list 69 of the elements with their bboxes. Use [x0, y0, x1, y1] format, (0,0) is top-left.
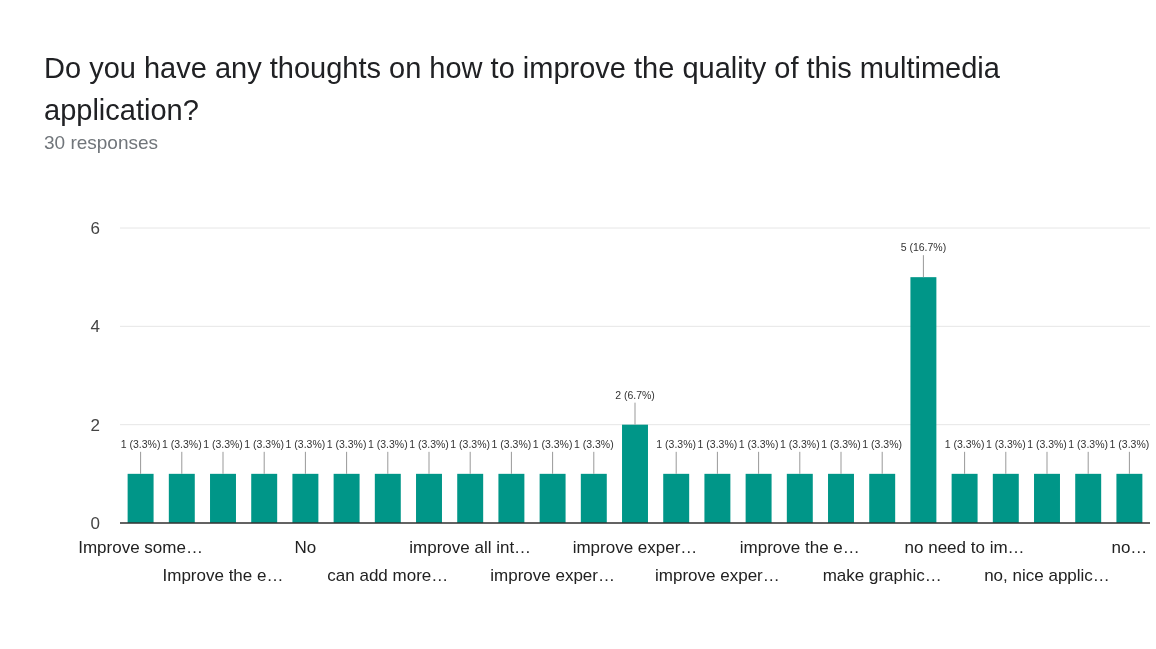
bar: [786, 473, 813, 523]
data-label: 1 (3.3%): [862, 437, 903, 450]
bar: [127, 473, 154, 523]
bar: [992, 473, 1019, 523]
bar: [951, 473, 978, 523]
x-tick-label: no…: [1111, 538, 1148, 557]
y-tick-label: 2: [90, 415, 100, 435]
data-label: 1 (3.3%): [367, 437, 408, 450]
data-label: 1 (3.3%): [326, 437, 367, 450]
bar: [828, 473, 854, 523]
x-tick-label: make graphic…: [822, 566, 942, 585]
x-tick-label: improve exper…: [490, 566, 615, 585]
bar: [374, 473, 401, 523]
data-label: 1 (3.3%): [285, 437, 326, 450]
bar: [168, 473, 195, 523]
data-label: 1 (3.3%): [779, 437, 820, 450]
x-tick-label: improve the e…: [739, 538, 860, 557]
data-label: 1 (3.3%): [985, 437, 1026, 450]
bar: [745, 473, 772, 523]
data-label: 1 (3.3%): [203, 437, 243, 450]
bar: [539, 473, 566, 523]
data-label: 5 (16.7%): [900, 241, 947, 254]
data-label: 1 (3.3%): [491, 437, 532, 450]
x-tick-label: no need to im…: [904, 538, 1025, 557]
bar: [704, 473, 731, 523]
data-label: 1 (3.3%): [450, 437, 491, 450]
bar: [498, 473, 525, 523]
data-label: 2 (6.7%): [615, 388, 655, 401]
bar: [1116, 473, 1143, 523]
bar: [251, 473, 278, 523]
bar: [416, 473, 442, 523]
bar: [292, 473, 319, 523]
data-label: 1 (3.3%): [532, 437, 573, 450]
bar: [580, 473, 607, 523]
chart-title: Do you have any thoughts on how to improve the quality of this multimedia application?: [44, 52, 1001, 126]
bar: [1034, 473, 1060, 523]
data-label: 1 (3.3%): [409, 437, 449, 450]
y-tick-label: 0: [90, 514, 100, 533]
data-label: 1 (3.3%): [1027, 437, 1067, 450]
bar: [333, 473, 360, 523]
x-tick-label: Improve the e…: [162, 566, 284, 585]
x-tick-label: Improve some…: [78, 538, 203, 557]
x-tick-label: improve exper…: [655, 566, 780, 585]
x-tick-label: improve all int…: [409, 538, 532, 557]
data-label: 1 (3.3%): [120, 437, 161, 450]
x-tick-label: No: [294, 538, 317, 557]
x-tick-label: can add more…: [327, 566, 449, 585]
y-tick-label: 6: [90, 219, 100, 238]
data-label: 1 (3.3%): [656, 437, 697, 450]
x-tick-label: improve exper…: [572, 538, 698, 557]
data-label: 1 (3.3%): [1068, 437, 1109, 450]
data-label: 1 (3.3%): [1109, 437, 1150, 450]
bar: [210, 473, 236, 523]
data-label: 1 (3.3%): [697, 437, 738, 450]
data-label: 1 (3.3%): [944, 437, 985, 450]
x-tick-label: no, nice applic…: [984, 566, 1110, 585]
bar: [910, 277, 937, 523]
bar: [869, 473, 896, 523]
data-label: 1 (3.3%): [573, 437, 614, 450]
bar: [1075, 473, 1102, 523]
bar: [457, 473, 484, 523]
bar: [622, 424, 648, 523]
chart-subtitle: 30 responses: [44, 132, 159, 153]
data-label: 1 (3.3%): [244, 437, 285, 450]
data-label: 1 (3.3%): [161, 437, 202, 450]
bar: [663, 473, 690, 523]
y-tick-label: 4: [90, 317, 100, 337]
data-label: 1 (3.3%): [738, 437, 779, 450]
data-label: 1 (3.3%): [821, 437, 861, 450]
